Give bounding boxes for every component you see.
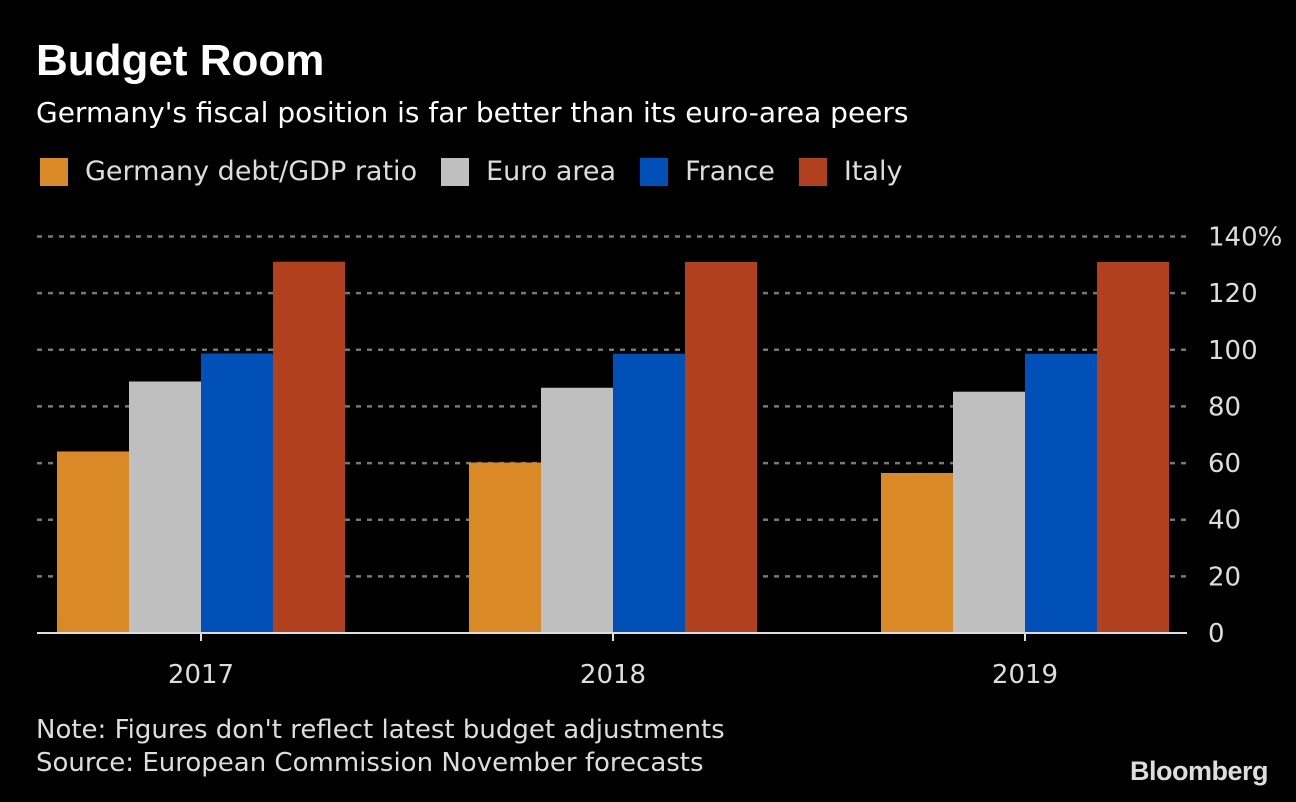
y-tick-label: 100: [1208, 336, 1258, 366]
legend-label: France: [685, 156, 775, 187]
footnote: Note: Figures don't reflect latest budge…: [36, 714, 725, 780]
legend-swatch: [40, 157, 68, 186]
legend-swatch: [441, 157, 470, 186]
bar-euro-2019: [953, 391, 1025, 633]
legend-item-italy: Italy: [798, 156, 903, 187]
legend-item-france: France: [640, 156, 775, 187]
bar-france-2018: [613, 353, 685, 633]
y-tick-label: 20: [1208, 562, 1241, 592]
x-tick-label: 2018: [580, 660, 646, 690]
legend-item-germany: Germany debt/GDP ratio: [40, 156, 417, 187]
x-tick-label: 2019: [992, 660, 1058, 690]
bar-euro-2018: [541, 387, 613, 633]
y-tick-label: 80: [1208, 392, 1241, 422]
bloomberg-logo: Bloomberg: [1129, 756, 1269, 786]
bar-france-2017: [201, 353, 273, 633]
legend-swatch: [640, 157, 669, 186]
y-tick-label: 40: [1208, 506, 1241, 536]
y-tick-label: 60: [1208, 449, 1241, 479]
bar-germany-2017: [57, 451, 129, 633]
legend-label: Euro area: [486, 156, 617, 187]
bar-germany-2018: [469, 462, 541, 633]
bar-italy-2017: [273, 261, 345, 633]
source-text: Source: European Commission November for…: [36, 748, 704, 778]
legend-swatch: [798, 157, 827, 186]
chart-title: Budget Room: [36, 36, 325, 85]
bar-italy-2019: [1097, 261, 1169, 633]
legend: Germany debt/GDP ratio Euro area France …: [40, 156, 926, 187]
y-tick-label: 140%: [1208, 223, 1282, 253]
x-tick-label: 2017: [168, 660, 234, 690]
y-tick-label: 120: [1208, 279, 1258, 309]
chart-subtitle: Germany's fiscal position is far better …: [36, 96, 909, 129]
legend-label: Germany debt/GDP ratio: [85, 156, 418, 187]
legend-item-euro-area: Euro area: [441, 156, 616, 187]
bar-france-2019: [1025, 353, 1097, 633]
legend-label: Italy: [843, 156, 903, 187]
y-tick-label: 0: [1208, 619, 1225, 649]
bar-germany-2019: [881, 472, 953, 633]
bar-euro-2017: [129, 381, 201, 633]
bar-italy-2018: [685, 261, 757, 633]
note-text: Note: Figures don't reflect latest budge…: [36, 715, 725, 745]
